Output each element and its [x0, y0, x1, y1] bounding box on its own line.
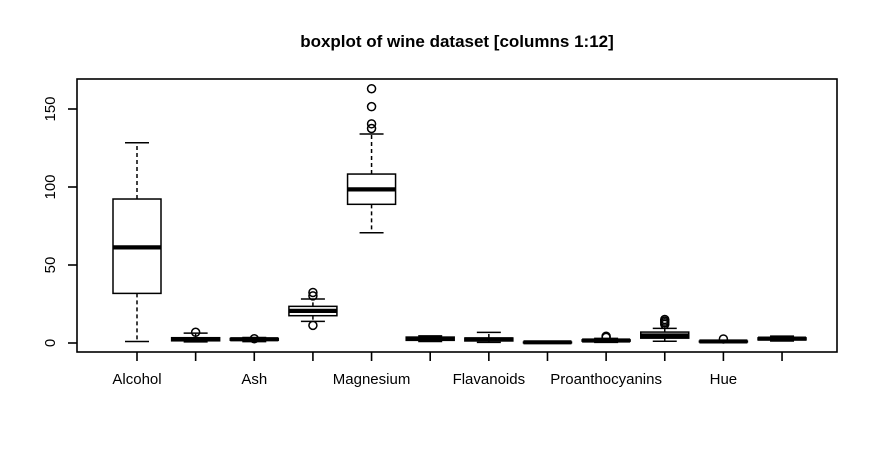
- boxplot-hue: Hue: [698, 334, 749, 388]
- outlier-point: [660, 314, 670, 325]
- boxplot-column-2: [170, 327, 221, 361]
- outlier-point: [366, 119, 377, 129]
- x-axis-category-label: Magnesium: [333, 371, 411, 388]
- x-axis-category-label: Flavanoids: [453, 371, 526, 388]
- boxplot-ash: Ash: [229, 334, 280, 388]
- outlier-point: [308, 291, 318, 301]
- outlier-point: [601, 331, 611, 342]
- boxplot-column-4: [288, 287, 338, 361]
- x-axis-category-label: Alcohol: [112, 371, 161, 388]
- y-axis-tick-label: 0: [42, 339, 59, 347]
- boxplot-alcohol: Alcohol: [112, 141, 162, 388]
- boxplot-flavanoids: Flavanoids: [453, 331, 526, 388]
- boxplot-column-12: [757, 335, 807, 361]
- outlier-point: [366, 123, 377, 134]
- y-axis-tick-label: 100: [42, 174, 59, 199]
- outlier-point: [249, 334, 260, 344]
- outlier-point: [718, 334, 729, 344]
- outlier-point: [366, 83, 377, 94]
- plot-area: 0 50 100 150 Alcohol Ash Magnesium Flavanoids Pr…: [42, 78, 838, 388]
- boxplot-magnesium: Magnesium: [333, 83, 411, 388]
- plot-frame: [76, 78, 838, 353]
- y-axis-tick-label: 150: [42, 96, 59, 121]
- y-axis-tick-label: 50: [42, 257, 59, 274]
- x-axis-category-label: Proanthocyanins: [550, 371, 662, 388]
- outlier-point: [308, 320, 318, 331]
- boxplot-column-6: [405, 335, 455, 361]
- x-axis-category-label: Ash: [241, 371, 267, 388]
- boxplot-column-8: [522, 340, 573, 361]
- boxplot-proanthocyanins: Proanthocyanins: [550, 331, 662, 388]
- outlier-point: [308, 287, 318, 298]
- boxplot-column-10: [640, 314, 690, 361]
- chart-title: boxplot of wine dataset [columns 1:12]: [300, 32, 614, 51]
- outlier-point: [366, 101, 377, 112]
- outlier-point: [190, 327, 201, 337]
- x-axis-category-label: Hue: [710, 371, 738, 388]
